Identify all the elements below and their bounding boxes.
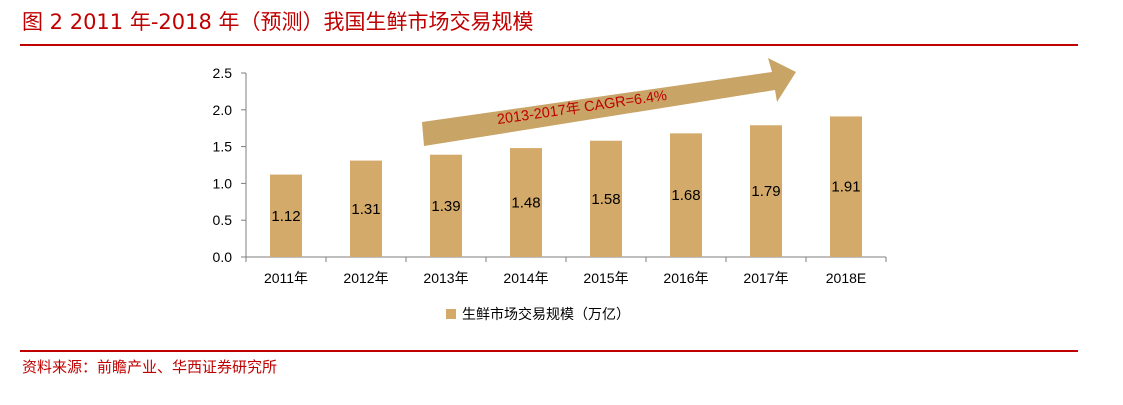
legend-label: 生鲜市场交易规模（万亿） [462, 306, 630, 322]
bar-value-label: 1.31 [351, 201, 380, 218]
bar-chart: 0.00.51.01.52.02.5 2011年 2012年 2013年 2014年 2… [213, 58, 887, 322]
y-tick-label: 1.0 [213, 175, 233, 191]
bar-value-label: 1.12 [271, 208, 300, 225]
bar-value-label: 1.39 [431, 198, 460, 215]
bar [670, 133, 702, 257]
title-divider [20, 44, 1078, 46]
bar-value-label: 1.79 [751, 183, 780, 200]
y-tick-label: 0.5 [213, 212, 233, 228]
y-tick-label: 1.5 [213, 139, 233, 155]
bar [350, 160, 382, 257]
legend: 生鲜市场交易规模（万亿） [446, 306, 630, 322]
footer-divider [20, 350, 1078, 352]
bar-value-label: 1.68 [671, 187, 700, 204]
x-tick-label: 2012年 [343, 270, 388, 286]
x-tick-label: 2017年 [743, 270, 788, 286]
bar [830, 116, 862, 257]
x-tick-label: 2014年 [503, 270, 548, 286]
y-tick-label: 2.5 [213, 65, 233, 81]
x-tick-label: 2013年 [423, 270, 468, 286]
x-tick-label: 2018E [826, 270, 866, 286]
y-tick-label: 0.0 [213, 249, 233, 265]
bar-series [270, 116, 862, 257]
legend-swatch [446, 309, 456, 319]
bar [590, 140, 622, 257]
bar-value-label: 1.48 [511, 195, 540, 212]
x-axis: 2011年 2012年 2013年 2014年 2015年 2016年 2017年 2018E [245, 256, 887, 286]
x-tick-label: 2011年 [264, 270, 308, 286]
page-title: 图 2 2011 年-2018 年（预测）我国生鲜市场交易规模 [22, 10, 534, 34]
bar-value-label: 1.91 [831, 179, 860, 196]
source-note: 资料来源：前瞻产业、华西证券研究所 [22, 358, 278, 376]
y-axis: 0.0 0.5 1.0 1.5 2.0 2.5 [213, 65, 247, 265]
bar [430, 154, 462, 257]
bar [270, 174, 302, 257]
bar [510, 148, 542, 257]
y-tick-label: 2.0 [213, 102, 233, 118]
x-tick-label: 2016年 [663, 270, 708, 286]
bar-value-label: 1.58 [591, 191, 620, 208]
cagr-annotation: 2013-2017年 CAGR=6.4% [422, 58, 796, 146]
bar [750, 125, 782, 257]
data-labels: 1.12 1.31 1.39 1.48 1.58 1.68 1.79 1.91 [271, 179, 860, 225]
cagr-arrow-shape [422, 58, 796, 146]
x-tick-label: 2015年 [583, 270, 628, 286]
